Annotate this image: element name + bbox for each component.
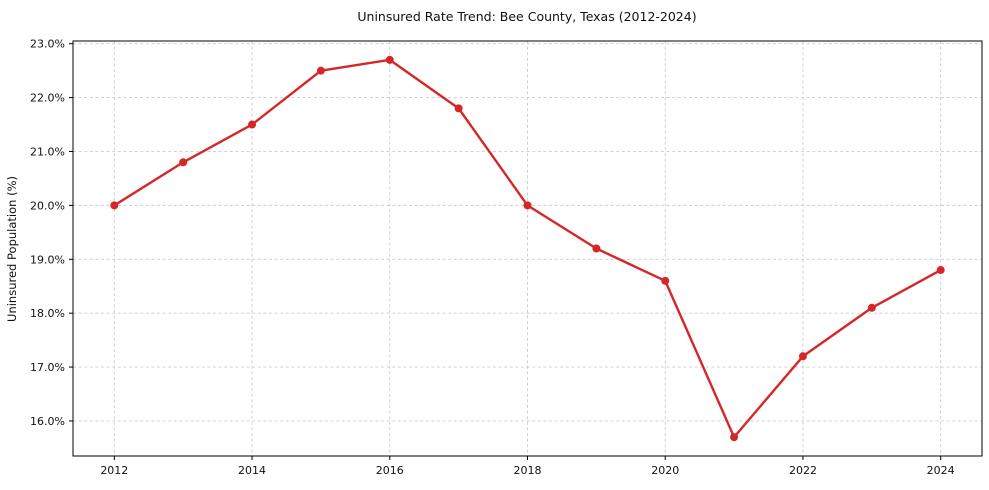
data-point — [110, 201, 119, 210]
data-point — [523, 201, 532, 210]
x-tick-label: 2018 — [514, 464, 542, 477]
plot-area: 2012 2014 2016 2018 2020 2022 2024 16.0% 17.0% 18… — [30, 38, 983, 477]
data-point — [316, 66, 325, 75]
y-tick-label: 17.0% — [30, 361, 65, 374]
data-point — [385, 55, 394, 64]
x-tick-label: 2020 — [651, 464, 679, 477]
data-point — [798, 352, 807, 361]
data-point — [661, 276, 670, 285]
data-point — [730, 433, 739, 442]
data-point — [454, 104, 463, 113]
x-tick-label: 2014 — [238, 464, 266, 477]
x-tick-label: 2012 — [100, 464, 128, 477]
y-tick-label: 21.0% — [30, 145, 65, 158]
x-tick-label: 2024 — [927, 464, 955, 477]
y-tick-label: 19.0% — [30, 253, 65, 266]
x-tick-label: 2022 — [789, 464, 817, 477]
y-tick-label: 16.0% — [30, 415, 65, 428]
data-point — [936, 266, 945, 275]
y-tick-label: 18.0% — [30, 307, 65, 320]
y-tick-label: 22.0% — [30, 92, 65, 105]
x-tick-label: 2016 — [376, 464, 404, 477]
y-tick-label: 20.0% — [30, 199, 65, 212]
data-point — [248, 120, 257, 129]
data-point — [592, 244, 601, 253]
y-axis-label: Uninsured Population (%) — [5, 176, 19, 322]
chart-title: Uninsured Rate Trend: Bee County, Texas … — [357, 9, 696, 24]
y-tick-label: 23.0% — [30, 38, 65, 51]
data-point — [179, 158, 188, 167]
data-point — [867, 303, 876, 312]
